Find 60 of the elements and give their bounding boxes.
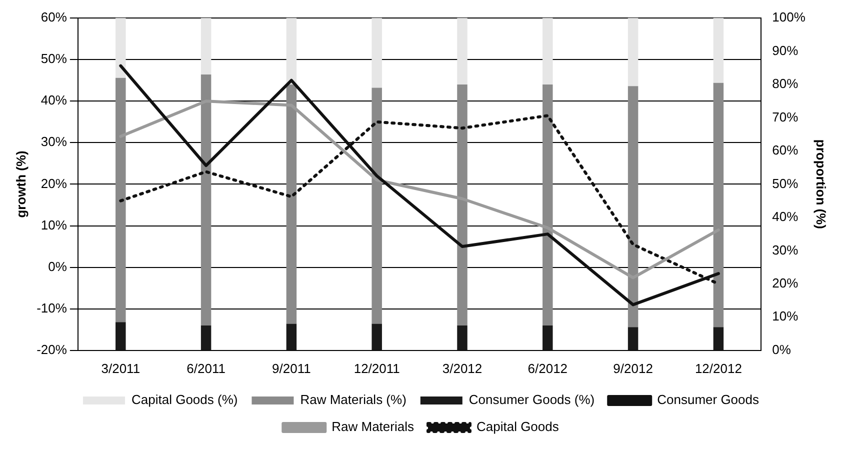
y-tick-label: 20% [40,176,68,191]
y2-tick-label: 30% [772,242,799,258]
bar [457,84,468,326]
x-tick-label: 12/2012 [694,360,742,376]
bar [116,322,126,350]
legend-label: Capital Goods [476,419,560,434]
legend-label: Consumer Goods (%) [468,392,595,408]
bar [200,18,212,75]
x-tick-label: 12/2011 [354,360,400,376]
x-tick-label: 3/2011 [101,360,140,376]
y-tick-label: 30% [40,134,68,150]
bar [286,324,297,350]
x-tick-label: 6/2011 [186,360,226,376]
y2-tick-label: 70% [772,109,799,124]
y-tick-label: 0% [48,258,68,274]
bar [628,327,638,350]
y2-tick-label: 100% [772,10,806,25]
legend-label: Raw Materials [332,419,414,434]
bar [200,325,212,350]
y-tick-label: 10% [40,217,68,232]
bar [542,18,553,84]
y-tick-label: -10% [36,300,68,316]
y2-tick-label: 40% [772,209,799,224]
x-tick-label: 6/2012 [528,360,568,376]
bar [372,324,382,350]
bar [628,18,638,86]
bar [457,325,468,350]
legend-label: Raw Materials (%) [300,392,406,408]
y2-tick-label: 90% [772,42,799,58]
x-tick-label: 9/2011 [272,360,311,376]
bar [116,18,126,78]
bar [116,78,126,322]
y-tick-label: 60% [40,10,68,25]
bar [713,82,724,328]
y2-tick-label: 60% [772,142,799,158]
x-tick-label: 9/2012 [613,360,653,376]
legend-label: Capital Goods (%) [132,392,238,408]
legend-label: Consumer Goods [657,392,760,408]
bar [200,74,212,326]
bar [542,325,553,350]
y2-tick-label: 0% [772,342,792,357]
bar [372,18,382,88]
bar [542,84,553,326]
bar [713,327,724,350]
y-axis-title: growth (%) [13,150,28,218]
y-tick-label: 40% [40,92,68,108]
y2-tick-label: 20% [772,276,799,290]
y-tick-label: -20% [36,342,68,357]
bar [286,84,297,324]
bar [713,18,724,83]
bar [457,18,468,84]
x-tick-label: 3/2012 [442,360,482,376]
bar [372,88,382,324]
y2-tick-label: 50% [772,176,799,191]
bar [286,18,297,84]
y-tick-label: 50% [40,51,68,66]
bar [628,86,638,328]
y2-tick-label: 80% [772,76,799,92]
y2-axis-title: proportion (%) [814,139,829,229]
y2-tick-label: 10% [772,308,799,324]
